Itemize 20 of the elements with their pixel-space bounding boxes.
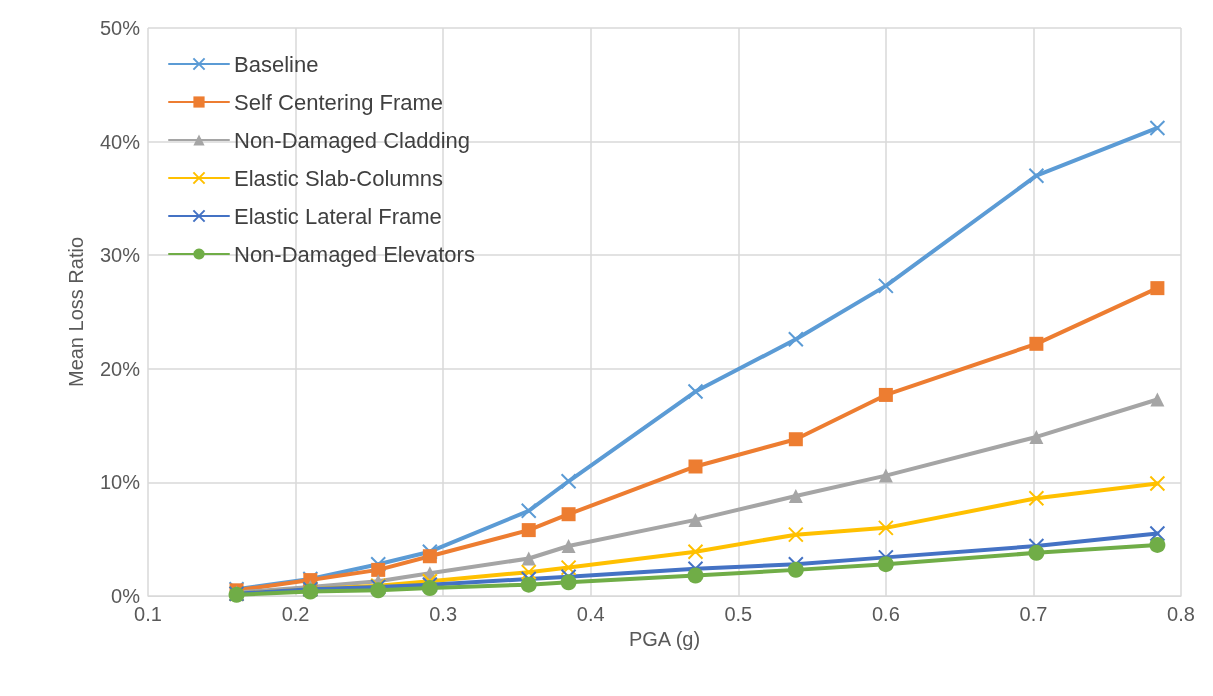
y-tick-label: 20% bbox=[99, 357, 141, 380]
y-axis-title: Mean Loss Ratio bbox=[65, 236, 87, 388]
legend-label: Non-Damaged Elevators bbox=[234, 241, 475, 267]
y-tick-label: 50% bbox=[99, 17, 141, 39]
x-tick-label: 0.2 bbox=[281, 603, 310, 625]
y-tick-label: 10% bbox=[99, 471, 141, 494]
x-tick-label: 0.5 bbox=[724, 603, 753, 625]
x-tick-label: 0.8 bbox=[1167, 603, 1195, 625]
legend-label: Non-Damaged Cladding bbox=[234, 127, 471, 153]
x-tick-label: 0.6 bbox=[871, 603, 900, 625]
legend-label: Self Centering Frame bbox=[234, 89, 444, 115]
y-tick-label: 40% bbox=[99, 130, 141, 153]
legend-label: Elastic Slab-Columns bbox=[234, 165, 444, 191]
legend-label: Elastic Lateral Frame bbox=[234, 203, 442, 229]
y-tick-label: 30% bbox=[99, 244, 141, 267]
x-tick-label: 0.4 bbox=[576, 603, 605, 625]
x-tick-label: 0.7 bbox=[1019, 603, 1048, 625]
legend-label: Baseline bbox=[234, 51, 319, 77]
x-axis-title: PGA (g) bbox=[628, 627, 701, 650]
x-tick-label: 0.3 bbox=[429, 603, 458, 625]
